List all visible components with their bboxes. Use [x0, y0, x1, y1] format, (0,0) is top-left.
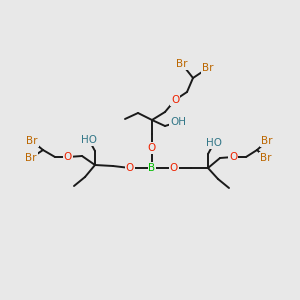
Text: O: O — [171, 95, 179, 105]
Text: HO: HO — [81, 135, 97, 145]
Text: Br: Br — [25, 153, 37, 163]
Text: O: O — [148, 143, 156, 153]
Text: Br: Br — [261, 136, 273, 146]
Text: HO: HO — [206, 138, 222, 148]
Text: O: O — [170, 163, 178, 173]
Text: OH: OH — [170, 117, 186, 127]
Text: Br: Br — [176, 59, 188, 69]
Text: Br: Br — [260, 153, 272, 163]
Text: B: B — [148, 163, 156, 173]
Text: O: O — [126, 163, 134, 173]
Text: Br: Br — [202, 63, 214, 73]
Text: Br: Br — [26, 136, 38, 146]
Text: O: O — [64, 152, 72, 162]
Text: O: O — [229, 152, 237, 162]
